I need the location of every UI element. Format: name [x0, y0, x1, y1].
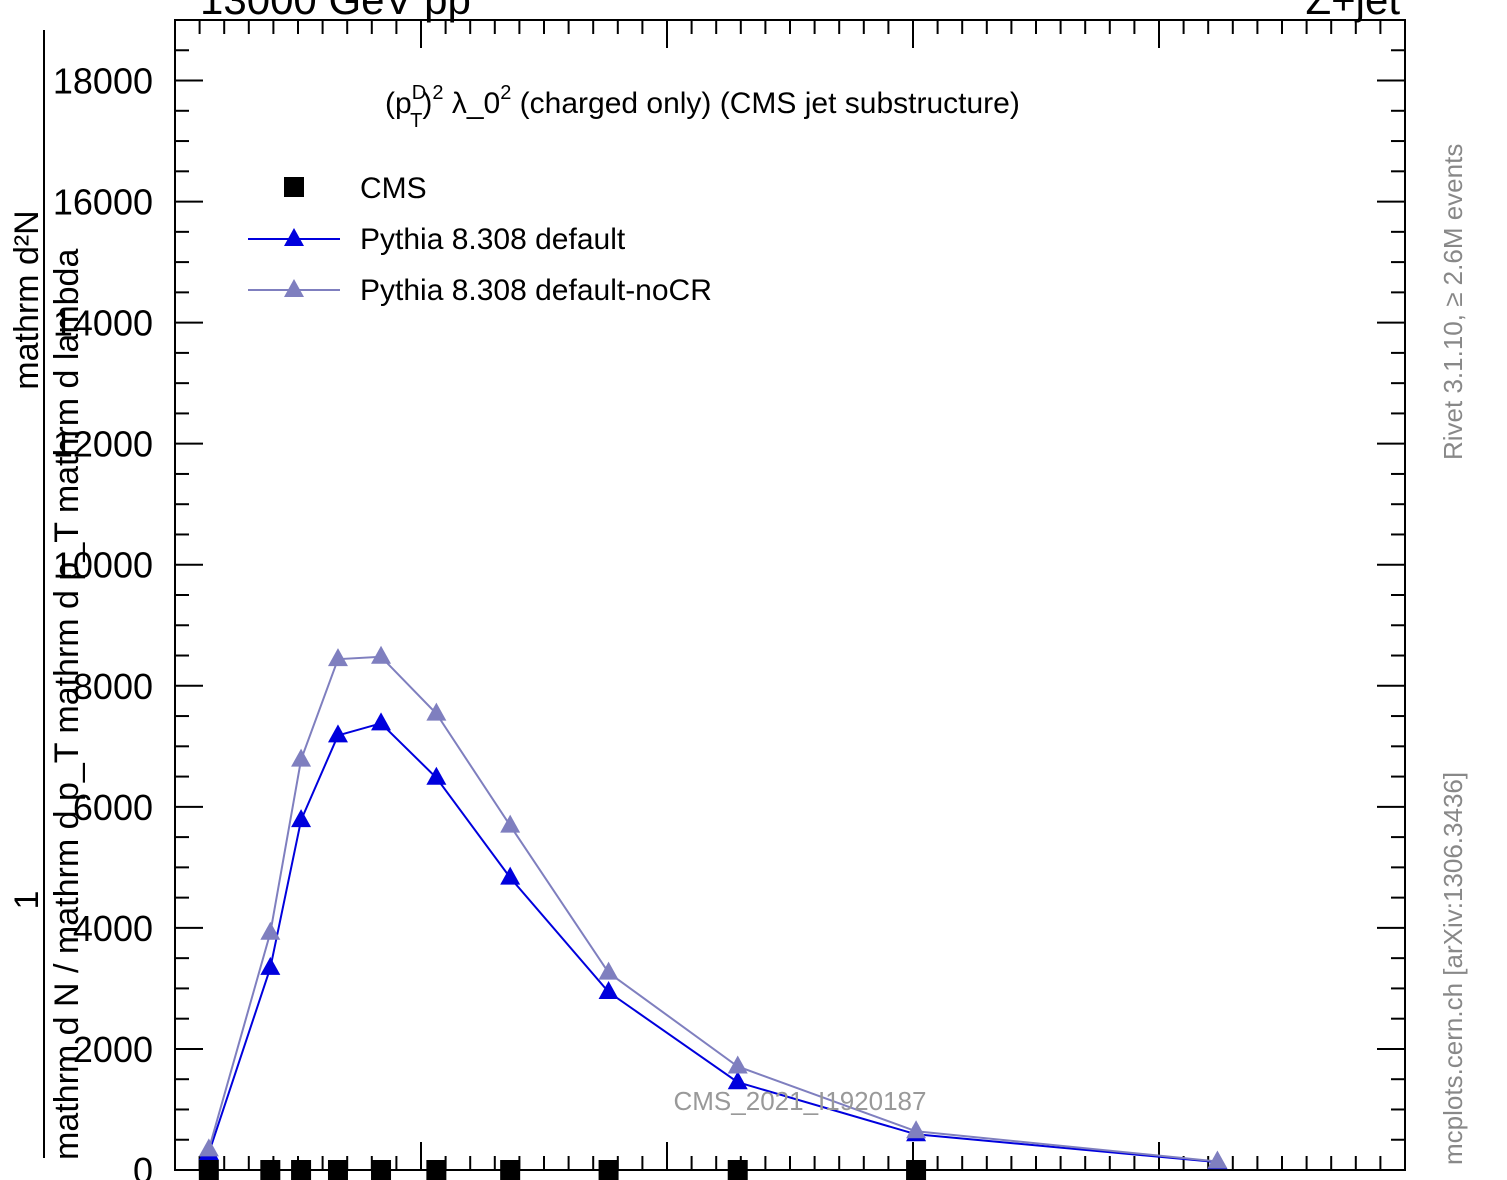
series-2-point: [371, 645, 392, 664]
y-tick-label: 6000: [73, 787, 153, 828]
legend-marker-default: [284, 228, 304, 246]
y-tick-label: 2000: [73, 1029, 153, 1070]
y-tick-label: 0: [133, 1150, 153, 1180]
cms-data-point: [291, 1160, 312, 1180]
y-tick-label: 12000: [53, 424, 153, 465]
series-1-point: [426, 766, 447, 785]
series-2-point: [260, 921, 281, 940]
cms-data-point: [727, 1160, 748, 1180]
y-tick-label: 14000: [53, 303, 153, 344]
series-1-point: [327, 724, 348, 743]
legend-label-default: Pythia 8.308 default: [360, 223, 626, 256]
y-tick-label: 16000: [53, 182, 153, 223]
legend-marker-nocr: [284, 279, 304, 297]
series-1-point: [371, 712, 392, 731]
plot-title: (pD T)2 λ_02 (charged only) (CMS jet subs…: [385, 82, 1020, 132]
series-2-point: [598, 961, 619, 980]
cms-data-point: [371, 1160, 392, 1180]
cms-data-point: [598, 1160, 619, 1180]
ylabel-numerator: mathrm d²N: [8, 210, 46, 389]
series-2-point: [906, 1120, 927, 1139]
cms-data-point: [260, 1160, 281, 1180]
series-1-point: [500, 866, 521, 885]
legend-label-nocr: Pythia 8.308 default-noCR: [360, 274, 712, 307]
series-1-point: [727, 1071, 748, 1090]
series-2-point: [198, 1138, 219, 1157]
analysis-watermark: CMS_2021_I1920187: [674, 1086, 927, 1116]
y-axis-label: 1 mathrm d²N mathrm d N / mathrm d p_T m…: [8, 30, 86, 1160]
series-2-point: [1207, 1150, 1228, 1169]
series-2-point: [327, 648, 348, 667]
ylabel-one: 1: [8, 891, 46, 910]
series-2-point: [500, 814, 521, 833]
y-tick-label: 4000: [73, 908, 153, 949]
series-layer: [198, 645, 1228, 1180]
header-right-text: Z+jet: [1305, 0, 1400, 23]
series-1-point: [291, 809, 312, 828]
header-left-text: 13000 GeV pp: [200, 0, 471, 23]
cms-data-point: [426, 1160, 447, 1180]
cms-data-point: [906, 1160, 927, 1180]
legend-marker-cms: [284, 177, 304, 197]
cms-data-point: [500, 1160, 521, 1180]
series-2-point: [727, 1055, 748, 1074]
legend-label-cms: CMS: [360, 172, 427, 205]
y-tick-label: 8000: [73, 666, 153, 707]
y-tick-label: 10000: [53, 545, 153, 586]
series-1-point: [260, 956, 281, 975]
ylabel-denominator: mathrm d N / mathrm d p_T mathrm d p_T m…: [48, 249, 86, 1160]
series-2-point: [426, 702, 447, 721]
rivet-label: Rivet 3.1.10, ≥ 2.6M events: [1438, 144, 1468, 460]
y-axis: 0 2000 4000 6000 8000 10000 12000 14000 16000 180…: [53, 19, 1405, 1180]
y-tick-label: 18000: [53, 61, 153, 102]
series-2-point: [291, 748, 312, 767]
x-axis: [174, 20, 1406, 1170]
series-1-point: [598, 981, 619, 1000]
legend: CMS Pythia 8.308 default Pythia 8.308 de…: [248, 172, 712, 307]
cms-data-point: [327, 1160, 348, 1180]
mcplots-label: mcplots.cern.ch [arXiv:1306.3436]: [1438, 772, 1468, 1165]
cms-data-point: [198, 1160, 219, 1180]
